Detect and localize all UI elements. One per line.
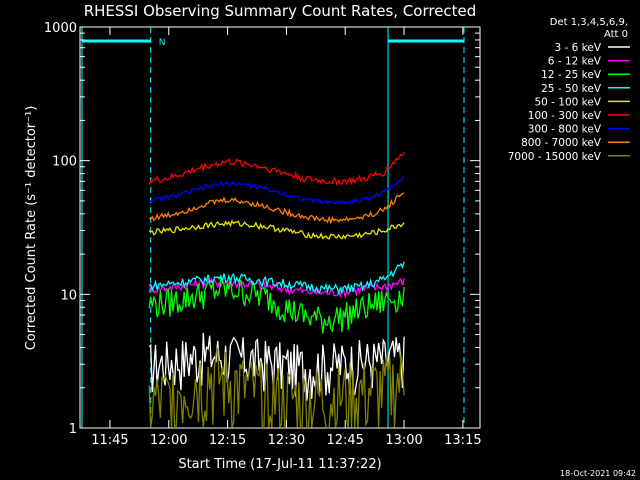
legend-entry-label: 12 - 25 keV bbox=[541, 69, 602, 81]
y-tick-label: 1000 bbox=[44, 21, 77, 36]
legend-header: Det 1,3,4,5,6,9, bbox=[550, 17, 628, 28]
series-line bbox=[148, 219, 405, 240]
y-axis: 1 10 100 1000 bbox=[44, 21, 480, 437]
timestamp-footer: 18-Oct-2021 09:42 bbox=[560, 469, 636, 478]
legend-entry-label: 6 - 12 keV bbox=[548, 56, 602, 68]
plot-frame bbox=[79, 26, 481, 429]
x-tick-label: 12:45 bbox=[326, 433, 363, 448]
series-line bbox=[148, 192, 405, 225]
series-layer: N bbox=[81, 27, 465, 429]
series-line bbox=[148, 276, 405, 334]
series-line bbox=[148, 151, 405, 187]
series-line bbox=[148, 347, 405, 429]
legend-entry-label: 300 - 800 keV bbox=[528, 124, 602, 136]
plot-area bbox=[79, 26, 481, 429]
x-tick-label: 13:15 bbox=[444, 433, 481, 448]
chart-title: RHESSI Observing Summary Count Rates, Co… bbox=[84, 2, 477, 20]
y-tick-label: 10 bbox=[60, 288, 77, 303]
legend-entry-label: 800 - 7000 keV bbox=[521, 137, 602, 149]
legend-entry-label: 25 - 50 keV bbox=[541, 83, 602, 95]
y-tick-label: 100 bbox=[52, 155, 77, 170]
y-axis-label: Corrected Count Rate (s⁻¹ detector⁻¹) bbox=[24, 106, 39, 351]
series-line bbox=[148, 332, 405, 401]
x-tick-label: 13:00 bbox=[385, 433, 422, 448]
x-axis: 11:45 12:00 12:15 12:30 12:45 13:00 13:15 bbox=[91, 27, 482, 448]
y-tick-label: 1 bbox=[69, 422, 77, 437]
x-tick-label: 12:00 bbox=[150, 433, 187, 448]
legend-entry-label: 7000 - 15000 keV bbox=[508, 151, 602, 163]
series-line bbox=[148, 176, 405, 206]
legend-entry-label: 50 - 100 keV bbox=[534, 96, 601, 108]
legend-header: Att 0 bbox=[604, 29, 628, 40]
series-line bbox=[148, 261, 405, 296]
x-tick-label: 12:15 bbox=[209, 433, 246, 448]
x-tick-label: 11:45 bbox=[91, 433, 128, 448]
legend-entry-label: 100 - 300 keV bbox=[528, 110, 602, 122]
legend: Det 1,3,4,5,6,9,Att 03 - 6 keV 6 - 12 keV… bbox=[508, 17, 630, 163]
flag-label: N bbox=[159, 38, 166, 48]
x-axis-label: Start Time (17-Jul-11 11:37:22) bbox=[178, 457, 381, 472]
x-tick-label: 12:30 bbox=[268, 433, 305, 448]
legend-entry-label: 3 - 6 keV bbox=[554, 42, 601, 54]
